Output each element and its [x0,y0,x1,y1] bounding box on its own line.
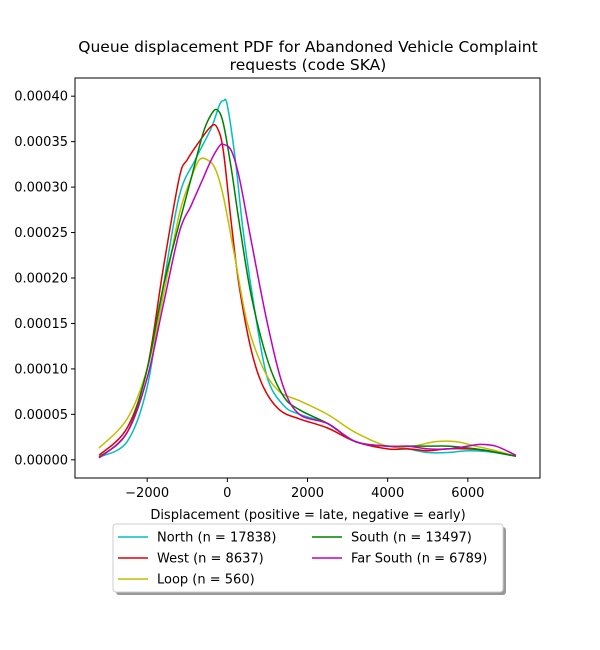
y-tick-label: 0.00015 [14,317,68,332]
legend: North (n = 17838) West (n = 8637) Loop (n … [112,523,506,595]
x-tick-label: 2000 [291,486,324,501]
y-tick-label: 0.00005 [14,408,68,423]
legend-box [112,523,504,593]
legend-label-2: West (n = 8637) [157,552,264,567]
series-line-2 [98,123,517,457]
chart-title-line2: requests (code SKA) [230,56,387,74]
series-line-5 [98,143,517,459]
series-line-1 [98,98,517,458]
legend-label-4: South (n = 13497) [351,531,472,546]
series-line-3 [98,157,517,457]
legend-entries: North (n = 17838) West (n = 8637) Loop (n … [118,531,487,588]
x-tick-label: 0 [223,486,231,501]
chart-title-line1: Queue displacement PDF for Abandoned Veh… [78,38,537,56]
x-tick-label: 4000 [371,486,404,501]
legend-label-1: North (n = 17838) [157,531,276,546]
legend-label-5: Far South (n = 6789) [351,552,487,567]
y-tick-label: 0.00040 [14,90,68,105]
x-tick-label: −2000 [125,486,169,501]
legend-label-3: Loop (n = 560) [157,573,255,588]
y-tick-label: 0.00000 [14,453,68,468]
y-tick-label: 0.00035 [14,135,68,150]
plot-area [98,98,517,459]
x-axis: −2000 0 2000 4000 6000 [125,478,484,501]
series-line-4 [98,108,517,458]
x-tick-label: 6000 [451,486,484,501]
y-axis: 0.00000 0.00005 0.00010 0.00015 0.00020 0.000… [14,90,75,468]
y-tick-label: 0.00020 [14,272,68,287]
y-tick-label: 0.00025 [14,226,68,241]
x-axis-label: Displacement (positive = late, negative … [150,508,465,523]
y-tick-label: 0.00030 [14,181,68,196]
y-tick-label: 0.00010 [14,362,68,377]
